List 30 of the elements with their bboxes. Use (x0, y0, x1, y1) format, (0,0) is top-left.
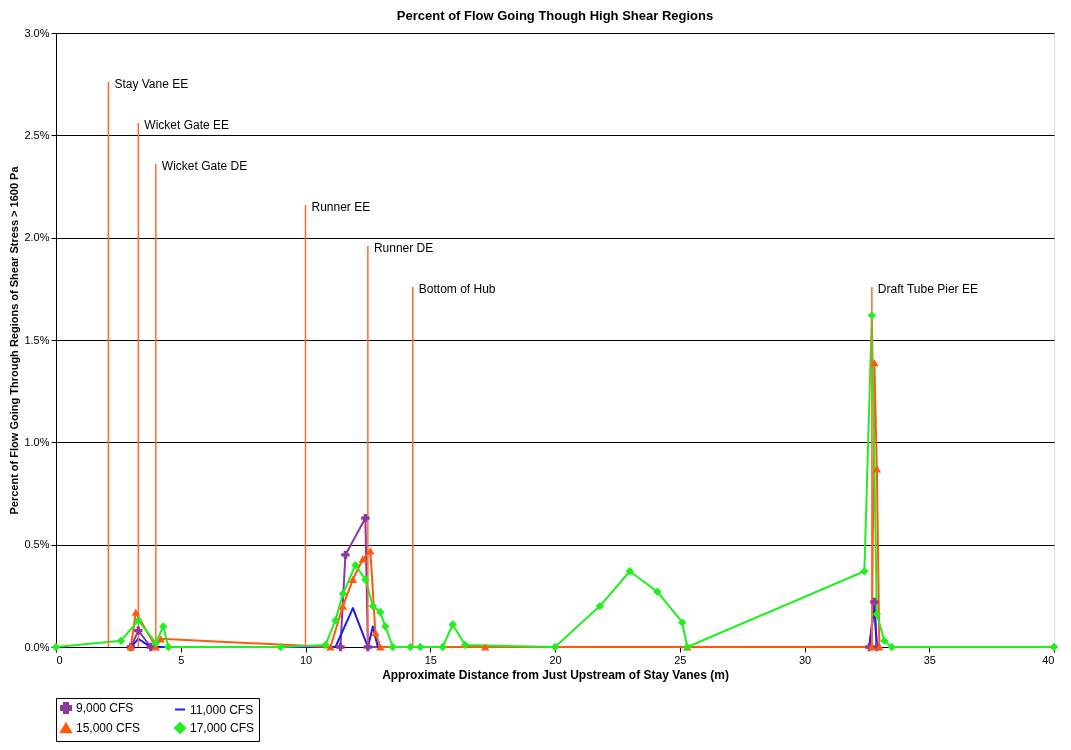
y-tick-label: 0.0% (24, 640, 50, 653)
x-tick-label: 15 (424, 653, 437, 666)
ref-line-label: Bottom of Hub (418, 281, 496, 296)
ref-line-label: Wicket Gate EE (144, 118, 230, 133)
legend-label: 11,000 CFS (190, 702, 254, 717)
x-tick-label: 30 (798, 653, 812, 666)
x-axis-title: Approximate Distance from Just Upstream of Stay Vanes (m) (382, 667, 729, 682)
chart-title: Percent of Flow Going Though High Shear Regions (396, 8, 714, 23)
x-tick-label: 25 (674, 653, 687, 666)
y-tick-label: 1.5% (24, 333, 50, 346)
y-tick-label: 0.5% (24, 538, 50, 551)
ref-line-label: Runner DE (373, 240, 434, 255)
x-tick-label: 40 (1042, 653, 1055, 666)
x-tick-label: 0 (56, 653, 63, 666)
ref-line-label: Runner EE (311, 199, 371, 214)
legend-label: 9,000 CFS (76, 701, 134, 715)
y-tick-label: 2.5% (24, 128, 50, 141)
x-tick-label: 10 (299, 653, 313, 666)
y-tick-label: 2.0% (24, 231, 50, 244)
legend-label: 15,000 CFS (76, 721, 141, 735)
y-tick-label: 1.0% (24, 435, 50, 448)
ref-line-label: Wicket Gate DE (161, 159, 248, 174)
ref-line-label: Draft Tube Pier EE (877, 281, 978, 296)
x-tick-label: 20 (549, 653, 562, 666)
x-tick-label: 5 (178, 653, 185, 666)
ref-line-label: Stay Vane EE (114, 77, 189, 92)
legend-label: 17,000 CFS (190, 721, 255, 735)
y-axis-title: Percent of Flow Going Through Regions of Shear Stress > 1600 Pa (8, 165, 21, 515)
x-tick-label: 35 (923, 653, 936, 666)
y-tick-label: 3.0% (24, 26, 50, 39)
